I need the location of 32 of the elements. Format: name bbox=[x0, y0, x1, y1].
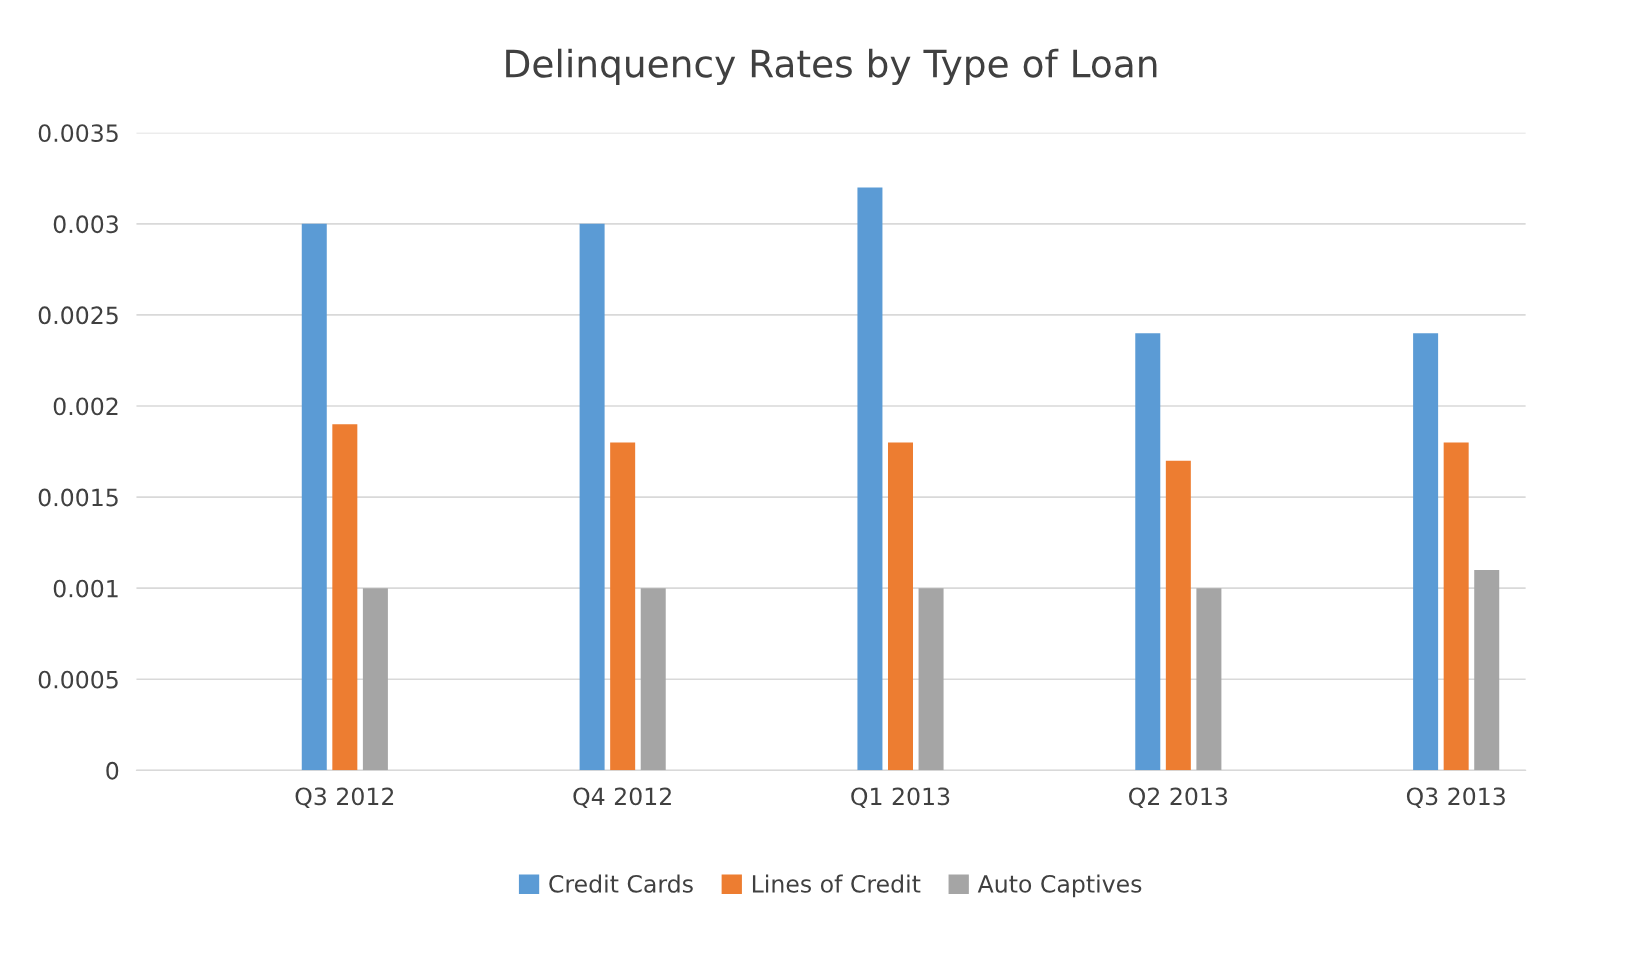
y-tick-label: 0 bbox=[106, 761, 119, 780]
bar bbox=[610, 442, 636, 771]
y-tick-label: 0.002 bbox=[53, 397, 118, 416]
chart-title: Delinquency Rates by Type of Loan bbox=[506, 48, 1157, 85]
x-tick-label: Q2 2013 bbox=[1129, 787, 1228, 809]
bar bbox=[1196, 588, 1222, 771]
bar bbox=[1443, 442, 1469, 771]
bar bbox=[857, 187, 883, 771]
y-tick-label: 0.003 bbox=[53, 215, 118, 234]
bar bbox=[918, 588, 944, 771]
legend-label: Credit Cards bbox=[549, 874, 693, 893]
legend-label: Auto Captives bbox=[977, 874, 1142, 898]
y-tick-label: 0.0035 bbox=[38, 124, 118, 143]
x-tick-label: Q4 2012 bbox=[573, 787, 671, 809]
bar bbox=[1474, 569, 1500, 771]
x-tick-label: Q1 2013 bbox=[851, 787, 950, 809]
bar bbox=[301, 223, 327, 771]
y-tick-label: 0.0025 bbox=[38, 306, 118, 325]
bar bbox=[640, 588, 666, 771]
y-tick-label: 0.0005 bbox=[38, 670, 118, 689]
y-tick-label: 0.001 bbox=[53, 579, 118, 598]
bar bbox=[1165, 460, 1191, 771]
legend-label: Lines of Credit bbox=[752, 874, 921, 893]
x-tick-label: Q3 2013 bbox=[1406, 787, 1505, 809]
bar bbox=[332, 424, 358, 771]
bar bbox=[1135, 333, 1161, 771]
bar bbox=[362, 588, 388, 771]
y-tick-label: 0.0015 bbox=[38, 488, 118, 507]
x-tick-label: Q3 2012 bbox=[295, 787, 394, 809]
bar bbox=[579, 223, 605, 771]
bar bbox=[888, 442, 913, 771]
bar bbox=[1413, 333, 1439, 771]
